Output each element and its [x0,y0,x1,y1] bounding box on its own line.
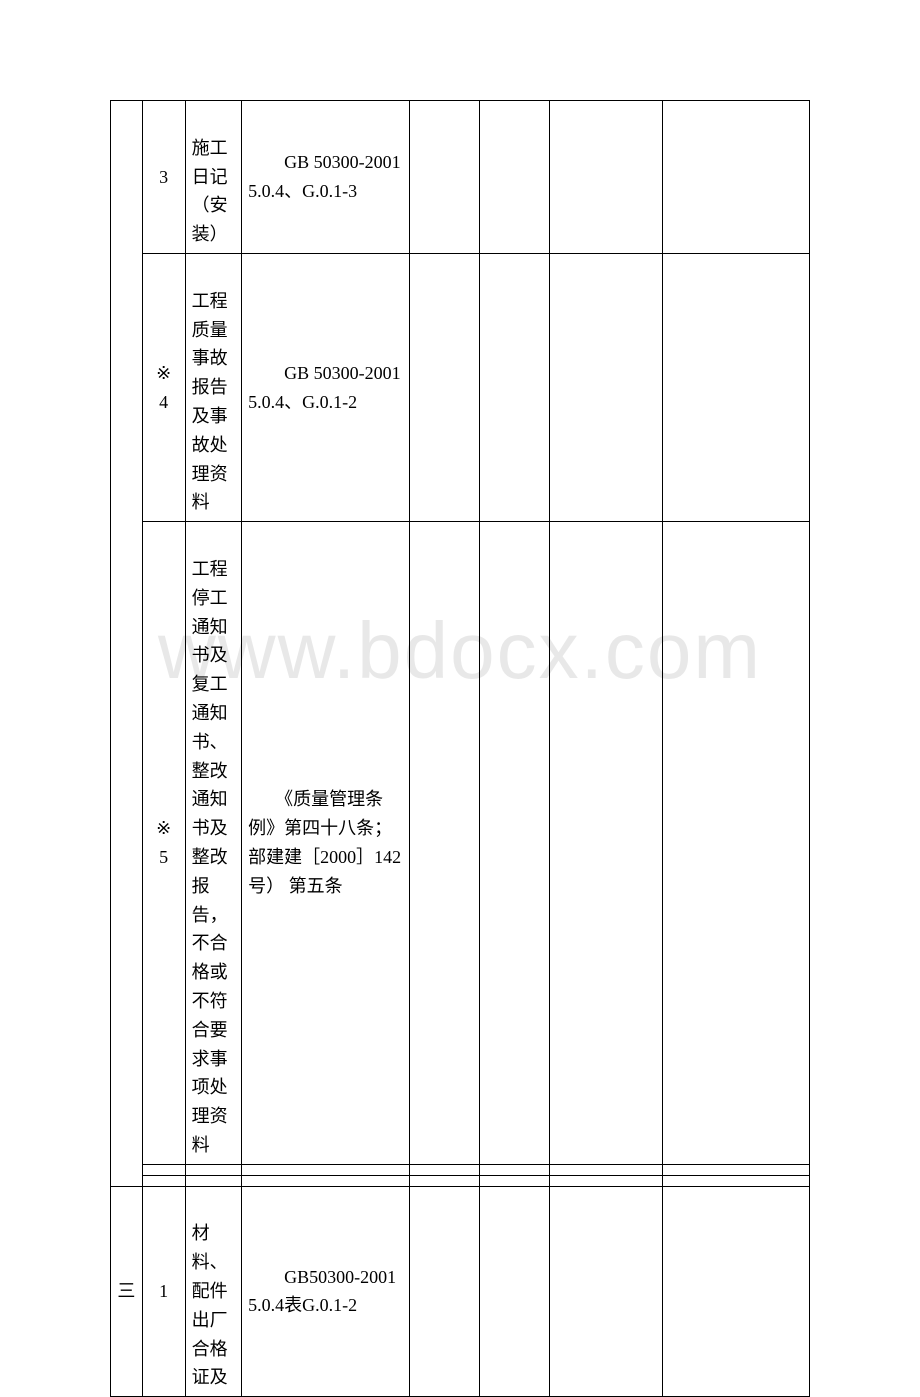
index-cell: ※ 4 [142,253,185,521]
empty-cell [662,253,809,521]
reference-cell: GB50300-2001 5.0.4表G.0.1-2 [242,1186,409,1397]
empty-cell [409,253,479,521]
table-row: ※ 4 工程质量事故报告及事故处理资料 GB 50300-2001 5.0.4、… [111,253,810,521]
index-cell: ※ 5 [142,522,185,1165]
index-cell: 3 [142,101,185,254]
empty-cell [549,101,662,254]
empty-cell [479,253,549,521]
reference-cell: GB 50300-2001 5.0.4、G.0.1-3 [242,101,409,254]
empty-cell [549,1186,662,1397]
reference-cell: 《质量管理条例》第四十八条；部建建［2000］142号） 第五条 [242,522,409,1165]
empty-cell [549,522,662,1165]
mark-symbol: ※ [149,814,179,843]
item-name-cell: 材料、配件出厂合格证及 [185,1186,242,1397]
table-row: ※ 5 工程停工通知书及复工通知书、整改通知书及整改报告，不合格或不符合要求事项… [111,522,810,1165]
section-cell: 三 [111,1186,143,1397]
empty-cell [479,1186,549,1397]
document-page: 3 施工日记（安装） GB 50300-2001 5.0.4、G.0.1-3 ※… [0,0,920,1397]
index-number: 3 [149,163,179,192]
empty-cell [409,101,479,254]
spacer-row [111,1175,810,1186]
item-name-cell: 工程停工通知书及复工通知书、整改通知书及整改报告，不合格或不符合要求事项处理资料 [185,522,242,1165]
empty-cell [479,522,549,1165]
index-number: 5 [149,843,179,872]
item-name-cell: 工程质量事故报告及事故处理资料 [185,253,242,521]
empty-cell [662,101,809,254]
index-number: 4 [149,388,179,417]
empty-cell [662,522,809,1165]
empty-cell [662,1186,809,1397]
empty-cell [479,101,549,254]
reference-cell: GB 50300-2001 5.0.4、G.0.1-2 [242,253,409,521]
empty-cell [409,522,479,1165]
spacer-row [111,1164,810,1175]
table-row: 三 1 材料、配件出厂合格证及 GB50300-2001 5.0.4表G.0.1… [111,1186,810,1397]
main-table: 3 施工日记（安装） GB 50300-2001 5.0.4、G.0.1-3 ※… [110,100,810,1397]
empty-cell [409,1186,479,1397]
table-row: 3 施工日记（安装） GB 50300-2001 5.0.4、G.0.1-3 [111,101,810,254]
mark-symbol: ※ [149,359,179,388]
item-name-cell: 施工日记（安装） [185,101,242,254]
index-cell: 1 [142,1186,185,1397]
empty-cell [549,253,662,521]
section-cell [111,101,143,1187]
